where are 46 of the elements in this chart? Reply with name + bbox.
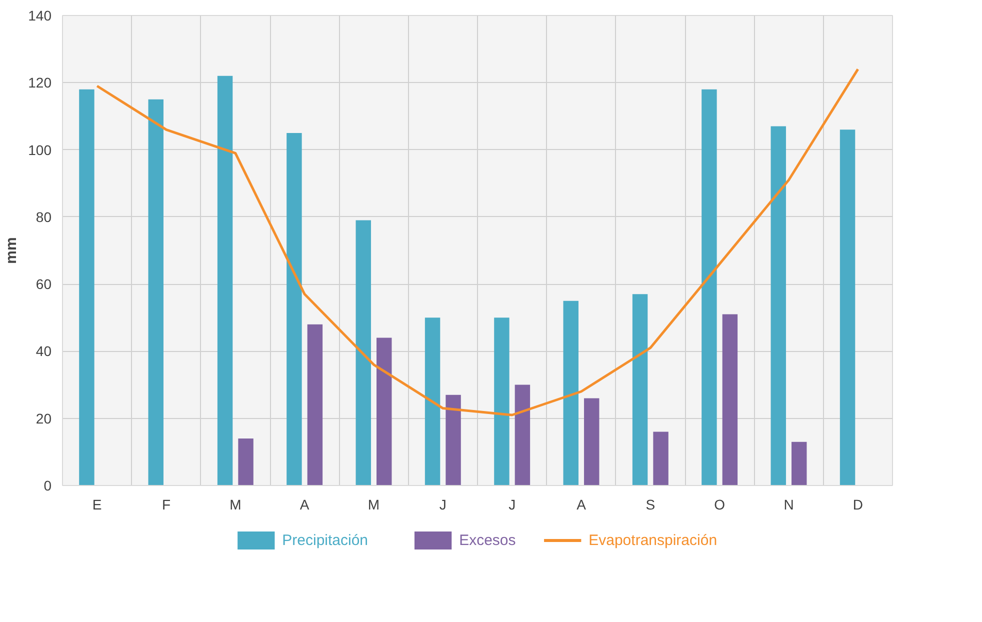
bar bbox=[653, 432, 668, 486]
x-tick-label: D bbox=[852, 496, 863, 512]
bar bbox=[356, 220, 371, 486]
bar bbox=[702, 89, 717, 486]
bar bbox=[217, 76, 233, 486]
y-tick-label: 20 bbox=[36, 410, 52, 426]
x-tick-label: M bbox=[368, 496, 380, 512]
line-series bbox=[96, 68, 860, 416]
bar bbox=[584, 398, 600, 486]
bar bbox=[446, 394, 461, 486]
y-tick-label: 80 bbox=[36, 208, 52, 225]
x-tick-label: A bbox=[576, 496, 587, 512]
bar bbox=[424, 318, 440, 486]
x-tick-label: O bbox=[714, 496, 726, 512]
legend-label: Excesos bbox=[459, 532, 516, 549]
x-tick-label: F bbox=[162, 496, 171, 512]
x-tick-label: J bbox=[439, 496, 446, 512]
legend-label: Evapotranspiración bbox=[588, 532, 718, 549]
bar bbox=[494, 318, 510, 486]
bar bbox=[840, 130, 856, 486]
x-tick-label: M bbox=[230, 496, 242, 512]
y-tick-label: 0 bbox=[44, 478, 52, 494]
bar bbox=[79, 89, 94, 486]
x-tick-label: S bbox=[646, 496, 656, 512]
bar bbox=[632, 294, 648, 486]
x-tick-label: J bbox=[508, 496, 516, 512]
x-tick-label: E bbox=[92, 496, 102, 512]
bar bbox=[792, 442, 807, 486]
bar bbox=[563, 300, 578, 486]
y-tick-label: 60 bbox=[36, 276, 52, 292]
bar bbox=[238, 438, 254, 486]
y-axis-title: mm bbox=[3, 237, 20, 264]
bar bbox=[722, 314, 738, 486]
bar bbox=[770, 126, 786, 486]
y-tick-label: 140 bbox=[28, 8, 52, 24]
bar bbox=[514, 384, 530, 486]
y-tick-label: 120 bbox=[28, 74, 52, 91]
x-tick-label: A bbox=[300, 496, 310, 512]
bar bbox=[148, 99, 164, 486]
x-tick-label: N bbox=[784, 496, 794, 512]
bar bbox=[307, 324, 323, 486]
y-tick-label: 100 bbox=[28, 142, 52, 158]
legend-label: Precipitación bbox=[282, 532, 368, 549]
bar bbox=[376, 338, 392, 486]
y-tick-label: 40 bbox=[36, 343, 52, 360]
bar bbox=[286, 133, 302, 486]
